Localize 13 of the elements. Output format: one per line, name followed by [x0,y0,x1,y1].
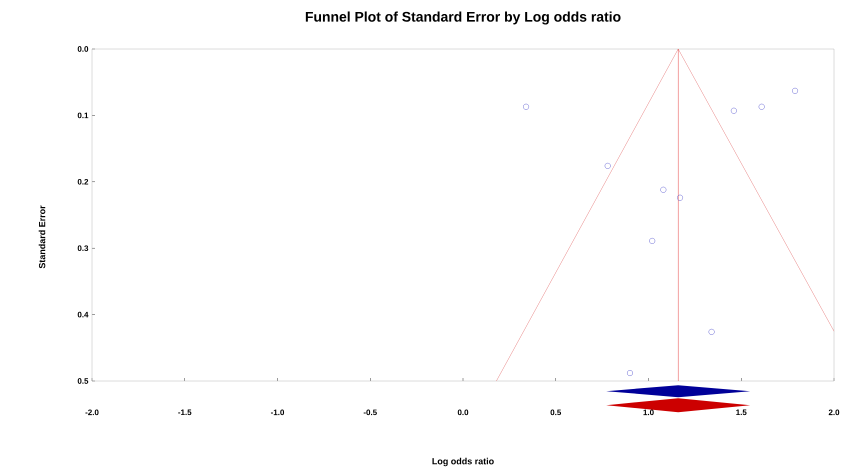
chart-title: Funnel Plot of Standard Error by Log odds ratio [306,11,621,25]
point [708,328,715,335]
point [604,162,611,169]
point [730,108,737,114]
point [677,194,684,201]
point [649,238,656,244]
y-axis-title: Standard Error [38,206,46,268]
point [523,104,530,110]
point [792,88,798,94]
point [758,104,765,110]
point [660,186,666,193]
x-axis-title: Log odds ratio [432,458,494,466]
point [626,370,633,376]
